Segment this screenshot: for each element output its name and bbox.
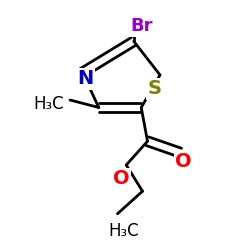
Text: H₃C: H₃C — [34, 95, 64, 113]
Text: S: S — [148, 79, 162, 98]
Text: O: O — [176, 152, 192, 171]
Text: O: O — [113, 169, 130, 188]
Text: H₃C: H₃C — [108, 222, 139, 240]
Text: N: N — [77, 69, 93, 88]
Text: Br: Br — [130, 17, 152, 35]
